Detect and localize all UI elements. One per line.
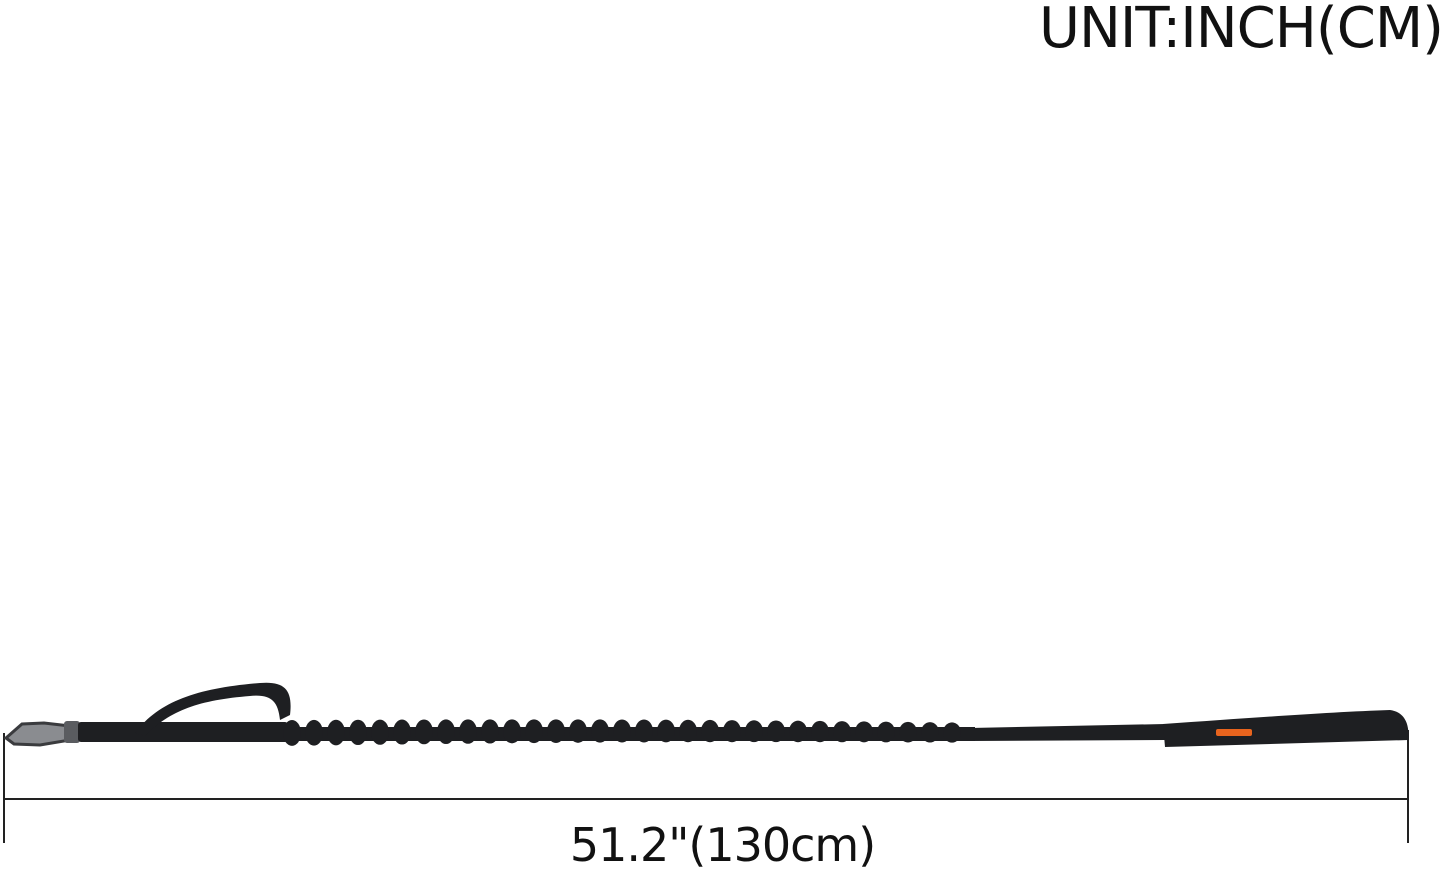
unit-label: UNIT:INCH(CM) [1038, 0, 1444, 61]
bungee-bump [327, 719, 345, 746]
bungee-bump [371, 719, 389, 745]
strap-segment [970, 724, 1165, 741]
bungee-bump [503, 719, 521, 744]
bungee-bump [943, 722, 961, 743]
snap-hook-icon [3, 721, 80, 747]
bungee-bump [415, 719, 433, 745]
bungee-bump [789, 720, 807, 743]
dimension-line [3, 730, 1409, 843]
bungee-bump [305, 719, 323, 746]
bungee-bump [899, 721, 917, 743]
bungee-bump [679, 719, 697, 743]
bungee-bump [437, 719, 455, 745]
bungee-bump [393, 719, 411, 745]
leash-strap [78, 682, 1409, 747]
bungee-bump [591, 719, 609, 743]
bungee-bump [855, 721, 873, 743]
bungee-bump [459, 719, 477, 744]
brand-tag [1216, 729, 1252, 736]
end-handle [1163, 710, 1409, 747]
bungee-bump [701, 719, 719, 743]
bungee-bump [481, 719, 499, 744]
bungee-bump [635, 719, 653, 743]
bungee-bump [349, 719, 367, 746]
bungee-bump [283, 719, 301, 746]
bungee-bump [877, 721, 895, 743]
bungee-bump [723, 720, 741, 743]
bungee-bump [547, 719, 565, 743]
bungee-bump [833, 721, 851, 743]
bungee-bump [767, 720, 785, 743]
bungee-section [283, 719, 975, 746]
length-label: 51.2"(130cm) [569, 818, 876, 872]
bungee-bump [613, 719, 631, 743]
bungee-bump [811, 720, 829, 743]
bungee-bump [569, 719, 587, 743]
padded-handle-loop [135, 682, 291, 736]
bungee-bump [921, 722, 939, 743]
bungee-bump [745, 720, 763, 743]
bungee-bump [657, 719, 675, 743]
bungee-bump [525, 719, 543, 744]
